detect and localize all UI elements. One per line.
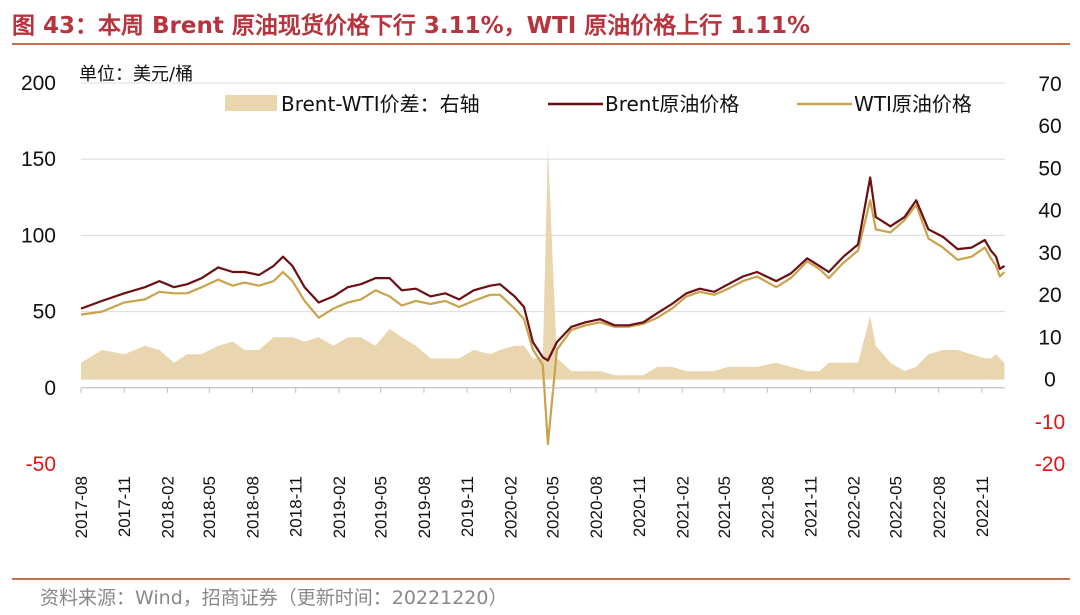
- left-tick-label: 200: [21, 72, 56, 95]
- x-tick-label: 2019-11: [458, 476, 477, 537]
- right-tick-label: 20: [1038, 284, 1061, 307]
- source-rule: [12, 578, 1070, 580]
- price-lines-group: [80, 176, 1006, 446]
- x-tick-label: 2018-05: [200, 476, 219, 538]
- legend: Brent-WTI价差：右轴 Brent原油价格 WTI原油价格: [225, 92, 972, 116]
- x-tick-label: 2018-08: [243, 476, 262, 538]
- right-tick-label: 50: [1038, 157, 1061, 180]
- x-tick-label: 2017-08: [72, 476, 91, 538]
- x-tick-label: 2019-02: [330, 476, 349, 538]
- legend-label-brent: Brent原油价格: [605, 92, 739, 116]
- x-tick-label: 2020-08: [587, 476, 606, 538]
- right-tick-label: 40: [1038, 200, 1061, 223]
- x-tick-label: 2021-05: [715, 476, 734, 538]
- left-tick-label: 0: [44, 377, 56, 400]
- x-tick-label: 2022-11: [973, 476, 992, 537]
- right-tick-label: 70: [1038, 73, 1061, 96]
- x-tick-label: 2021-11: [802, 476, 821, 537]
- x-tick-label: 2021-02: [673, 476, 692, 538]
- right-axis-ticks: -20 -10 0 10 20 30 40 50 60 70: [1035, 73, 1065, 476]
- title-rule: [12, 43, 1070, 45]
- left-tick-label: -50: [26, 453, 56, 476]
- x-tick-label: 2019-08: [415, 476, 434, 538]
- x-tick-label: 2020-05: [544, 476, 563, 538]
- series-area-brent-wti-spread: [81, 147, 1005, 380]
- x-tick-label: 2020-11: [630, 476, 649, 537]
- left-axis-ticks: -50 0 50 100 150 200: [21, 72, 56, 476]
- right-tick-label: -20: [1035, 453, 1065, 476]
- chart: 2017-08 2017-11 2018-02 2018-05 2018-08 2018-…: [21, 64, 1065, 538]
- x-tick-label: 2018-11: [287, 476, 306, 537]
- right-tick-label: 30: [1038, 242, 1061, 265]
- right-tick-label: 0: [1044, 369, 1056, 392]
- x-tick-label: 2018-02: [158, 476, 177, 538]
- x-tick-label: 2022-08: [930, 476, 949, 538]
- legend-label-spread: Brent-WTI价差：右轴: [281, 92, 480, 116]
- spread-area-group: [81, 147, 1005, 380]
- x-tick-label: 2019-05: [372, 476, 391, 538]
- x-tick-label: 2022-02: [845, 476, 864, 538]
- series-line-brent: [80, 176, 1006, 362]
- series-line-wti: [80, 199, 1006, 446]
- x-tick-label: 2021-08: [758, 476, 777, 538]
- x-axis-ticks: 2017-08 2017-11 2018-02 2018-05 2018-08 2018-…: [72, 387, 992, 538]
- right-tick-label: -10: [1035, 411, 1065, 434]
- x-tick-label: 2022-05: [887, 476, 906, 538]
- figure-title: 图 43：本周 Brent 原油现货价格下行 3.11%，WTI 原油价格上行 …: [12, 13, 811, 39]
- right-tick-label: 60: [1038, 115, 1061, 138]
- source-note: 资料来源：Wind，招商证券（更新时间：20221220）: [40, 587, 508, 609]
- x-tick-label: 2020-02: [501, 476, 520, 538]
- left-tick-label: 100: [21, 224, 56, 247]
- x-tick-label: 2017-11: [115, 476, 134, 537]
- right-tick-label: 10: [1038, 326, 1061, 349]
- left-tick-label: 50: [33, 301, 56, 324]
- legend-label-wti: WTI原油价格: [854, 92, 972, 116]
- left-tick-label: 150: [21, 148, 56, 171]
- legend-swatch-spread: [225, 95, 277, 111]
- unit-label: 单位：美元/桶: [79, 64, 193, 85]
